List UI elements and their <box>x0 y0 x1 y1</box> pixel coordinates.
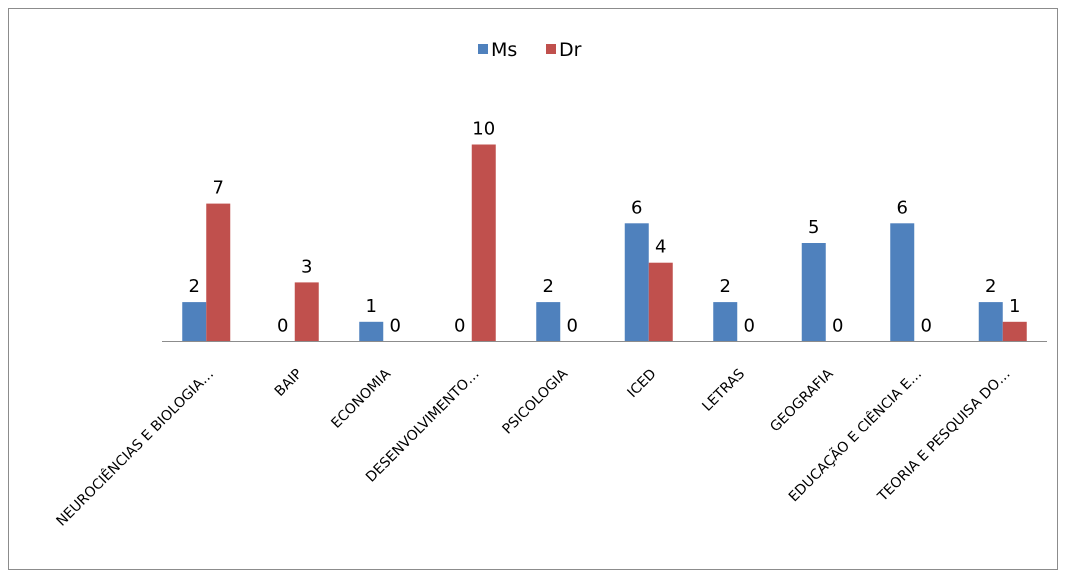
data-label-ms-6: 2 <box>720 276 731 297</box>
data-label-ms-1: 0 <box>277 316 288 337</box>
data-label-dr-6: 0 <box>744 316 755 337</box>
data-label-dr-0: 7 <box>213 178 224 199</box>
data-label-ms-9: 2 <box>985 276 996 297</box>
data-label-ms-4: 2 <box>543 276 554 297</box>
data-label-dr-7: 0 <box>832 316 843 337</box>
legend-swatch-dr <box>546 44 556 54</box>
legend-label-dr: Dr <box>559 39 582 61</box>
data-label-dr-5: 4 <box>655 237 666 258</box>
bar-ms-6 <box>713 302 738 342</box>
data-label-ms-2: 1 <box>366 296 377 317</box>
bar-dr-0 <box>206 203 231 342</box>
bar-dr-3 <box>471 144 496 342</box>
data-label-ms-8: 6 <box>897 197 908 218</box>
legend-label-ms: Ms <box>491 39 517 61</box>
bar-dr-5 <box>648 262 673 342</box>
data-label-dr-2: 0 <box>390 316 401 337</box>
bars-layer <box>182 144 1027 342</box>
bar-ms-7 <box>801 243 826 342</box>
chart-frame <box>8 8 1058 570</box>
bar-ms-5 <box>624 223 649 342</box>
data-label-ms-5: 6 <box>631 197 642 218</box>
data-label-ms-3: 0 <box>454 316 465 337</box>
bar-ms-0 <box>182 302 207 342</box>
bar-ms-4 <box>536 302 561 342</box>
bar-ms-2 <box>359 321 384 342</box>
data-label-dr-4: 0 <box>567 316 578 337</box>
bar-dr-1 <box>294 282 319 342</box>
bar-ms-9 <box>978 302 1003 342</box>
data-label-ms-7: 5 <box>808 217 819 238</box>
legend: Ms Dr <box>478 39 582 61</box>
legend-swatch-ms <box>478 44 488 54</box>
data-label-ms-0: 2 <box>189 276 200 297</box>
data-label-dr-3: 10 <box>472 119 495 140</box>
data-label-dr-8: 0 <box>921 316 932 337</box>
bar-ms-8 <box>890 223 915 342</box>
data-label-dr-9: 1 <box>1009 296 1020 317</box>
bar-dr-9 <box>1002 321 1027 342</box>
data-label-dr-1: 3 <box>301 256 312 277</box>
